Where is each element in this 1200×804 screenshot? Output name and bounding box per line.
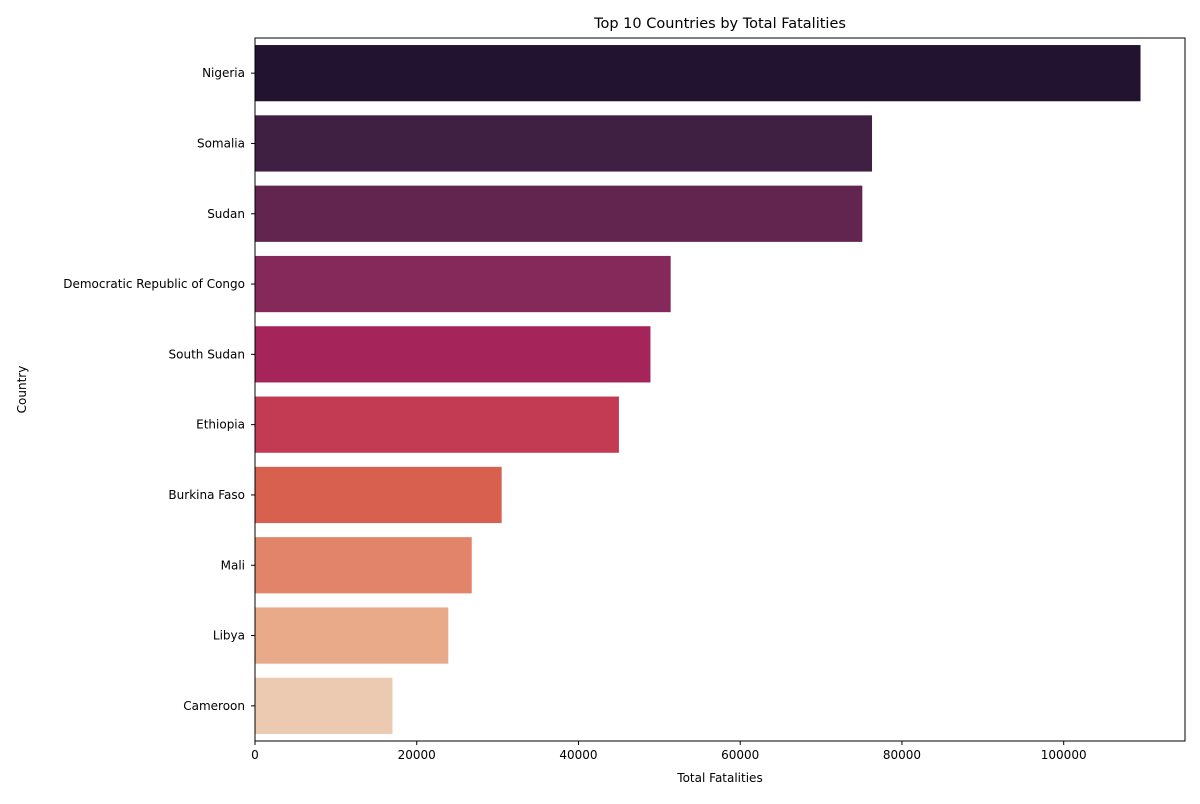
bar-libya (255, 607, 449, 664)
y-tick-label: Cameroon (183, 699, 245, 713)
y-tick-label: Mali (221, 558, 245, 572)
y-axis-label: Country (15, 366, 29, 414)
x-tick-label: 60000 (721, 748, 759, 762)
y-tick-label: Somalia (197, 136, 245, 150)
plot-border (254, 37, 1186, 742)
bars-layer (255, 45, 1141, 734)
y-tick-label: Nigeria (202, 66, 245, 80)
bar-democratic-republic-of-congo (255, 255, 671, 313)
y-tick-label: Sudan (207, 207, 245, 221)
x-tick-label: 100000 (1041, 748, 1087, 762)
bar-ethiopia (255, 396, 619, 453)
y-tick-label: Democratic Republic of Congo (63, 277, 245, 291)
x-tick-label: 40000 (559, 748, 597, 762)
y-tick-label: Burkina Faso (168, 488, 245, 502)
y-tick-label: South Sudan (169, 347, 246, 361)
x-axis-ticks: 0 20000 40000 60000 80000 100000 (251, 741, 1087, 762)
x-tick-label: 80000 (883, 748, 921, 762)
bar-cameroon (255, 677, 393, 734)
x-axis-label: Total Fatalities (676, 771, 762, 785)
bar-somalia (255, 115, 873, 172)
bar-nigeria (255, 45, 1141, 102)
bar-sudan (255, 185, 863, 242)
x-tick-label: 20000 (398, 748, 436, 762)
bar-south-sudan (255, 326, 651, 383)
y-axis-ticks: Nigeria Somalia Sudan Democratic Republic o… (63, 66, 255, 713)
bar-mali (255, 537, 472, 594)
bar-burkina-faso (255, 466, 502, 524)
chart-title: Top 10 Countries by Total Fatalities (593, 16, 846, 32)
y-tick-label: Libya (213, 629, 245, 643)
x-tick-label: 0 (251, 748, 259, 762)
plot-frame (254, 37, 1186, 742)
y-tick-label: Ethiopia (196, 418, 245, 432)
